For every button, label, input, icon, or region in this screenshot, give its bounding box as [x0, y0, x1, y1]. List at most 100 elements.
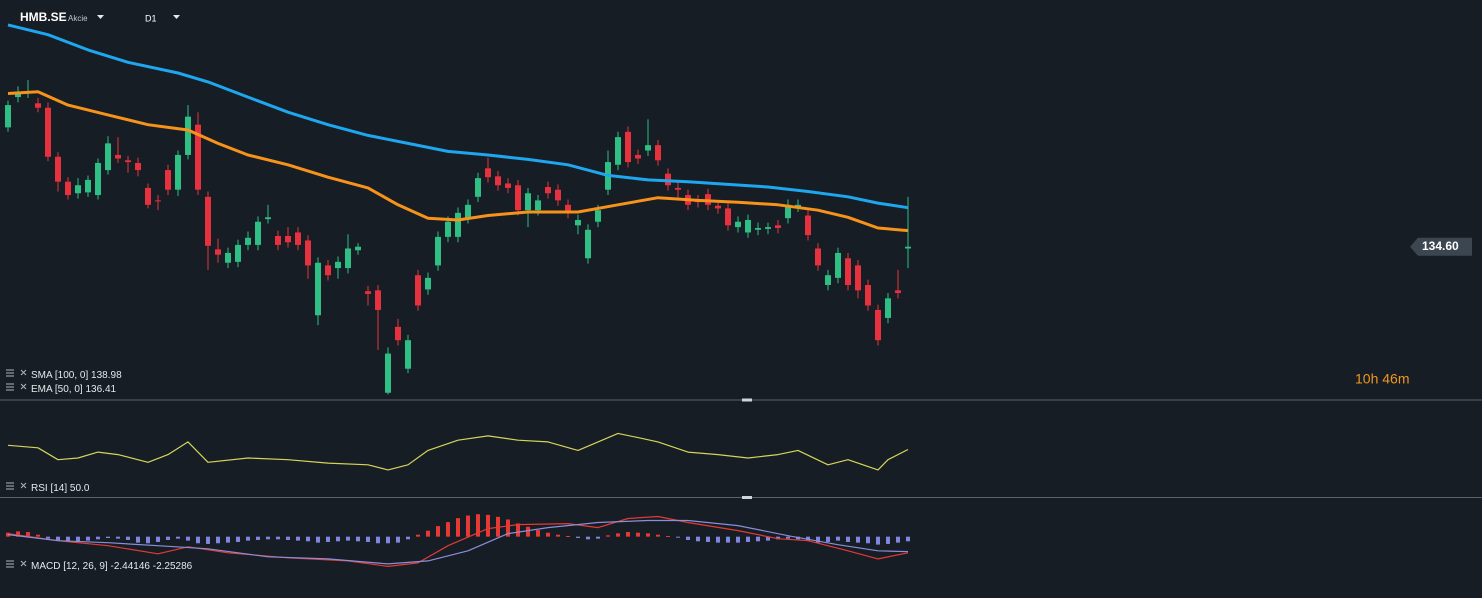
histogram-bar	[266, 536, 270, 540]
candle-body	[165, 170, 171, 190]
candle-body	[325, 265, 331, 276]
histogram-bar	[746, 536, 750, 542]
legend-icon[interactable]	[6, 369, 27, 377]
histogram-bar	[356, 536, 360, 542]
legend-icons[interactable]	[6, 369, 27, 568]
candle-body	[355, 246, 361, 251]
candle-body	[245, 237, 251, 245]
indicator-line	[7, 432, 909, 471]
histogram-bar	[606, 535, 610, 537]
histogram-bar	[436, 526, 440, 537]
histogram-bar	[726, 536, 730, 543]
candle-body	[305, 240, 311, 266]
candle-body	[155, 200, 161, 202]
candle-body	[545, 187, 551, 194]
candle-body	[215, 249, 221, 255]
candle-body	[45, 107, 51, 157]
indicator-line	[7, 515, 909, 567]
histogram-bar	[876, 536, 880, 545]
resize-handle[interactable]	[742, 496, 752, 499]
candle-body	[775, 225, 781, 228]
histogram-bar	[506, 519, 510, 537]
candle-body	[865, 284, 871, 306]
histogram-bar	[856, 536, 860, 543]
timeframe[interactable]: D1	[145, 13, 157, 23]
legend-entry: SMA [100, 0] 138.98	[31, 370, 122, 381]
bar-countdown: 10h 46m	[1355, 371, 1409, 387]
resize-handle[interactable]	[742, 398, 752, 402]
candle-body	[95, 162, 101, 196]
indicator-line	[7, 90, 909, 233]
histogram-bar	[706, 536, 710, 542]
candle-body	[275, 236, 281, 245]
histogram-bar	[766, 536, 770, 541]
candle-body	[225, 252, 231, 263]
candle-body	[145, 187, 151, 205]
histogram-bar	[96, 536, 100, 540]
legend-icon[interactable]	[6, 383, 27, 391]
candle-body	[765, 227, 771, 229]
histogram-bar	[696, 536, 700, 542]
candle-body	[335, 261, 341, 269]
candle-body	[85, 179, 91, 193]
histogram-bar	[226, 536, 230, 543]
dropdown-arrow[interactable]	[97, 15, 104, 19]
histogram-bar	[366, 536, 370, 542]
candle-body	[425, 277, 431, 290]
histogram-bar	[286, 536, 290, 540]
histogram-bar	[666, 536, 670, 538]
candle-body	[105, 143, 111, 171]
candle-body	[125, 160, 131, 163]
candle-body	[175, 154, 181, 190]
histogram-bar	[776, 536, 780, 540]
histogram-bar	[16, 531, 20, 537]
candle-body	[345, 248, 351, 269]
histogram-bar	[516, 523, 520, 537]
candle-body	[185, 116, 191, 155]
histogram-bar	[486, 514, 490, 537]
histogram-bar	[896, 536, 900, 543]
dropdown-arrow[interactable]	[173, 15, 180, 19]
histogram-bar	[576, 536, 580, 538]
histogram-bar	[136, 536, 140, 543]
histogram-bar	[676, 536, 680, 538]
candle-body	[645, 145, 651, 151]
candle-body	[5, 105, 11, 128]
histogram-bar	[346, 536, 350, 541]
histogram-bar	[76, 536, 80, 542]
legend-entry: RSI [14] 50.0	[31, 483, 90, 494]
candle-body	[595, 210, 601, 222]
candle-body	[745, 219, 751, 233]
histogram-bar	[736, 536, 740, 543]
candle-body	[405, 340, 411, 369]
legend-name: MACD [12, 26, 9]	[31, 561, 108, 572]
histogram-bar	[836, 536, 840, 541]
legend-value: -2.44146	[110, 561, 150, 572]
legend-icon[interactable]	[6, 560, 27, 568]
candle-body	[615, 137, 621, 165]
histogram-bar	[636, 532, 640, 537]
candle-body	[755, 227, 761, 230]
legend-entry: EMA [50, 0] 136.41	[31, 384, 117, 395]
candle-body	[295, 232, 301, 245]
candle-body	[535, 200, 541, 211]
histogram-bar	[306, 536, 310, 542]
candle-body	[675, 187, 681, 190]
histogram-bar	[186, 536, 190, 541]
histogram-bar	[786, 536, 790, 539]
legend-icon[interactable]	[6, 482, 27, 490]
histogram-bar	[536, 530, 540, 537]
symbol[interactable]: HMB.SE	[20, 10, 67, 24]
histogram-bar	[206, 536, 210, 544]
histogram-bar	[56, 536, 60, 541]
histogram-bar	[406, 536, 410, 540]
histogram-bar	[826, 536, 830, 542]
histogram-bar	[66, 536, 70, 542]
candle-body	[365, 291, 371, 294]
candle-body	[115, 154, 121, 159]
candle-body	[885, 298, 891, 318]
histogram-bar	[656, 534, 660, 537]
candle-body	[515, 185, 521, 211]
histogram-bar	[816, 536, 820, 543]
